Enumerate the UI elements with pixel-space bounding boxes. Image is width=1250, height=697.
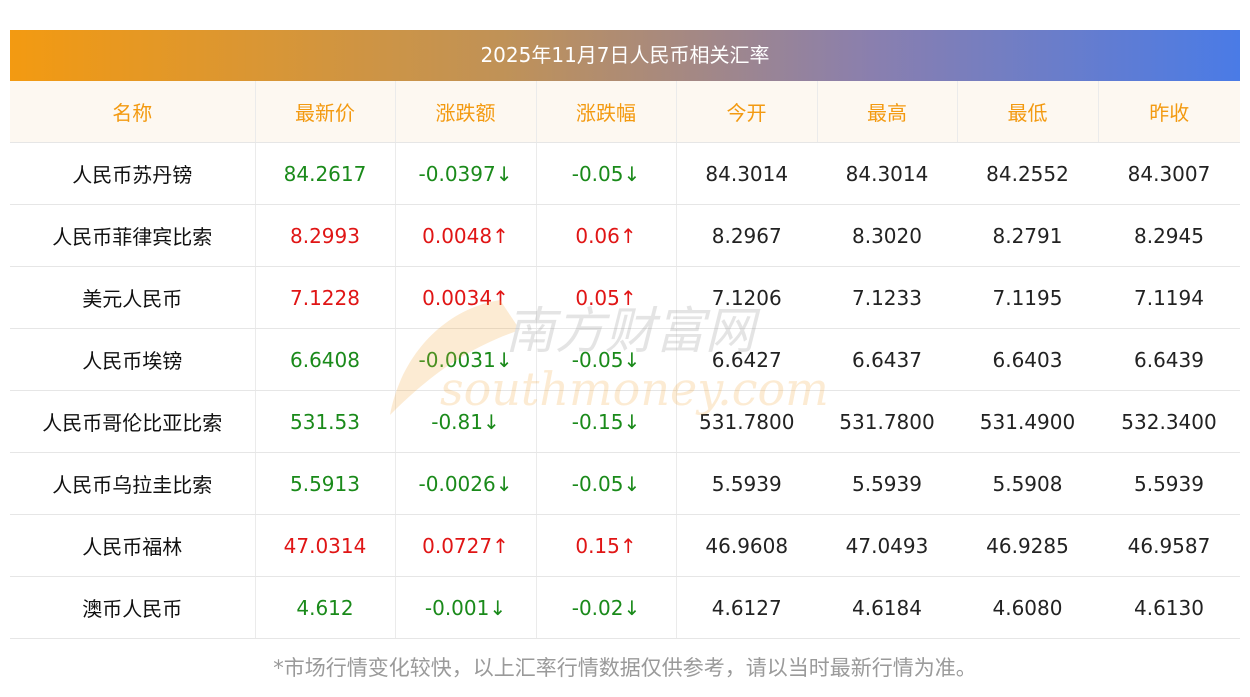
currency-name: 美元人民币 bbox=[10, 266, 256, 329]
change-amount: -0.0031↓ bbox=[395, 328, 537, 391]
change-amount: -0.0026↓ bbox=[395, 452, 537, 515]
low-price: 6.6403 bbox=[957, 328, 1098, 391]
change-percent: 0.06↑ bbox=[536, 204, 677, 267]
change-percent: -0.15↓ bbox=[536, 390, 677, 453]
table-row: 人民币苏丹镑 84.2617 -0.0397↓ -0.05↓ 84.3014 8… bbox=[10, 142, 1240, 205]
header-pct: 涨跌幅 bbox=[536, 81, 677, 143]
change-amount: -0.001↓ bbox=[395, 576, 537, 639]
open-price: 6.6427 bbox=[676, 328, 817, 391]
table-row: 人民币乌拉圭比索 5.5913 -0.0026↓ -0.05↓ 5.5939 5… bbox=[10, 452, 1240, 515]
prev-close: 84.3007 bbox=[1098, 142, 1240, 205]
rate-table-panel: 2025年11月7日人民币相关汇率 名称 最新价 涨跌额 涨跌幅 今开 最高 最… bbox=[10, 30, 1240, 639]
prev-close: 46.9587 bbox=[1098, 514, 1240, 577]
currency-name: 人民币乌拉圭比索 bbox=[10, 452, 256, 515]
latest-price: 5.5913 bbox=[255, 452, 396, 515]
table-row: 美元人民币 7.1228 0.0034↑ 0.05↑ 7.1206 7.1233… bbox=[10, 266, 1240, 329]
change-percent: 0.15↑ bbox=[536, 514, 677, 577]
currency-name: 人民币福林 bbox=[10, 514, 256, 577]
disclaimer-footer: *市场行情变化较快，以上汇率行情数据仅供参考，请以当时最新行情为准。 bbox=[273, 656, 977, 680]
high-price: 7.1233 bbox=[817, 266, 957, 329]
change-amount: 0.0727↑ bbox=[395, 514, 537, 577]
low-price: 84.2552 bbox=[957, 142, 1098, 205]
low-price: 531.4900 bbox=[957, 390, 1098, 453]
high-price: 84.3014 bbox=[817, 142, 957, 205]
low-price: 46.9285 bbox=[957, 514, 1098, 577]
open-price: 531.7800 bbox=[676, 390, 817, 453]
open-price: 4.6127 bbox=[676, 576, 817, 639]
prev-close: 8.2945 bbox=[1098, 204, 1240, 267]
high-price: 6.6437 bbox=[817, 328, 957, 391]
table-row: 人民币福林 47.0314 0.0727↑ 0.15↑ 46.9608 47.0… bbox=[10, 514, 1240, 577]
prev-close: 6.6439 bbox=[1098, 328, 1240, 391]
table-row: 人民币菲律宾比索 8.2993 0.0048↑ 0.06↑ 8.2967 8.3… bbox=[10, 204, 1240, 267]
table-row: 人民币埃镑 6.6408 -0.0031↓ -0.05↓ 6.6427 6.64… bbox=[10, 328, 1240, 391]
header-low: 最低 bbox=[957, 81, 1099, 143]
high-price: 531.7800 bbox=[817, 390, 957, 453]
table-row: 澳币人民币 4.612 -0.001↓ -0.02↓ 4.6127 4.6184… bbox=[10, 576, 1240, 639]
header-row: 名称 最新价 涨跌额 涨跌幅 今开 最高 最低 昨收 bbox=[10, 81, 1240, 143]
high-price: 47.0493 bbox=[817, 514, 957, 577]
low-price: 7.1195 bbox=[957, 266, 1098, 329]
open-price: 8.2967 bbox=[676, 204, 817, 267]
currency-name: 人民币苏丹镑 bbox=[10, 142, 256, 205]
prev-close: 7.1194 bbox=[1098, 266, 1240, 329]
currency-name: 人民币菲律宾比索 bbox=[10, 204, 256, 267]
change-percent: 0.05↑ bbox=[536, 266, 677, 329]
open-price: 84.3014 bbox=[676, 142, 817, 205]
header-high: 最高 bbox=[817, 81, 958, 143]
currency-name: 人民币哥伦比亚比索 bbox=[10, 390, 256, 453]
change-amount: 0.0048↑ bbox=[395, 204, 537, 267]
prev-close: 532.3400 bbox=[1098, 390, 1240, 453]
rate-table: 名称 最新价 涨跌额 涨跌幅 今开 最高 最低 昨收 人民币苏丹镑 84.261… bbox=[10, 81, 1240, 639]
prev-close: 4.6130 bbox=[1098, 576, 1240, 639]
change-amount: 0.0034↑ bbox=[395, 266, 537, 329]
header-name: 名称 bbox=[10, 81, 256, 143]
latest-price: 7.1228 bbox=[255, 266, 396, 329]
header-prev: 昨收 bbox=[1098, 81, 1240, 143]
change-percent: -0.05↓ bbox=[536, 328, 677, 391]
latest-price: 8.2993 bbox=[255, 204, 396, 267]
currency-name: 澳币人民币 bbox=[10, 576, 256, 639]
header-change: 涨跌额 bbox=[395, 81, 537, 143]
low-price: 8.2791 bbox=[957, 204, 1098, 267]
high-price: 4.6184 bbox=[817, 576, 957, 639]
open-price: 46.9608 bbox=[676, 514, 817, 577]
latest-price: 531.53 bbox=[255, 390, 396, 453]
latest-price: 47.0314 bbox=[255, 514, 396, 577]
open-price: 5.5939 bbox=[676, 452, 817, 515]
high-price: 8.3020 bbox=[817, 204, 957, 267]
latest-price: 6.6408 bbox=[255, 328, 396, 391]
open-price: 7.1206 bbox=[676, 266, 817, 329]
currency-name: 人民币埃镑 bbox=[10, 328, 256, 391]
change-percent: -0.05↓ bbox=[536, 452, 677, 515]
change-percent: -0.05↓ bbox=[536, 142, 677, 205]
header-open: 今开 bbox=[676, 81, 818, 143]
change-amount: -0.0397↓ bbox=[395, 142, 537, 205]
change-amount: -0.81↓ bbox=[395, 390, 537, 453]
table-row: 人民币哥伦比亚比索 531.53 -0.81↓ -0.15↓ 531.7800 … bbox=[10, 390, 1240, 453]
latest-price: 84.2617 bbox=[255, 142, 396, 205]
high-price: 5.5939 bbox=[817, 452, 957, 515]
low-price: 4.6080 bbox=[957, 576, 1098, 639]
header-latest: 最新价 bbox=[255, 81, 396, 143]
low-price: 5.5908 bbox=[957, 452, 1098, 515]
table-title: 2025年11月7日人民币相关汇率 bbox=[10, 30, 1240, 81]
prev-close: 5.5939 bbox=[1098, 452, 1240, 515]
latest-price: 4.612 bbox=[255, 576, 396, 639]
change-percent: -0.02↓ bbox=[536, 576, 677, 639]
